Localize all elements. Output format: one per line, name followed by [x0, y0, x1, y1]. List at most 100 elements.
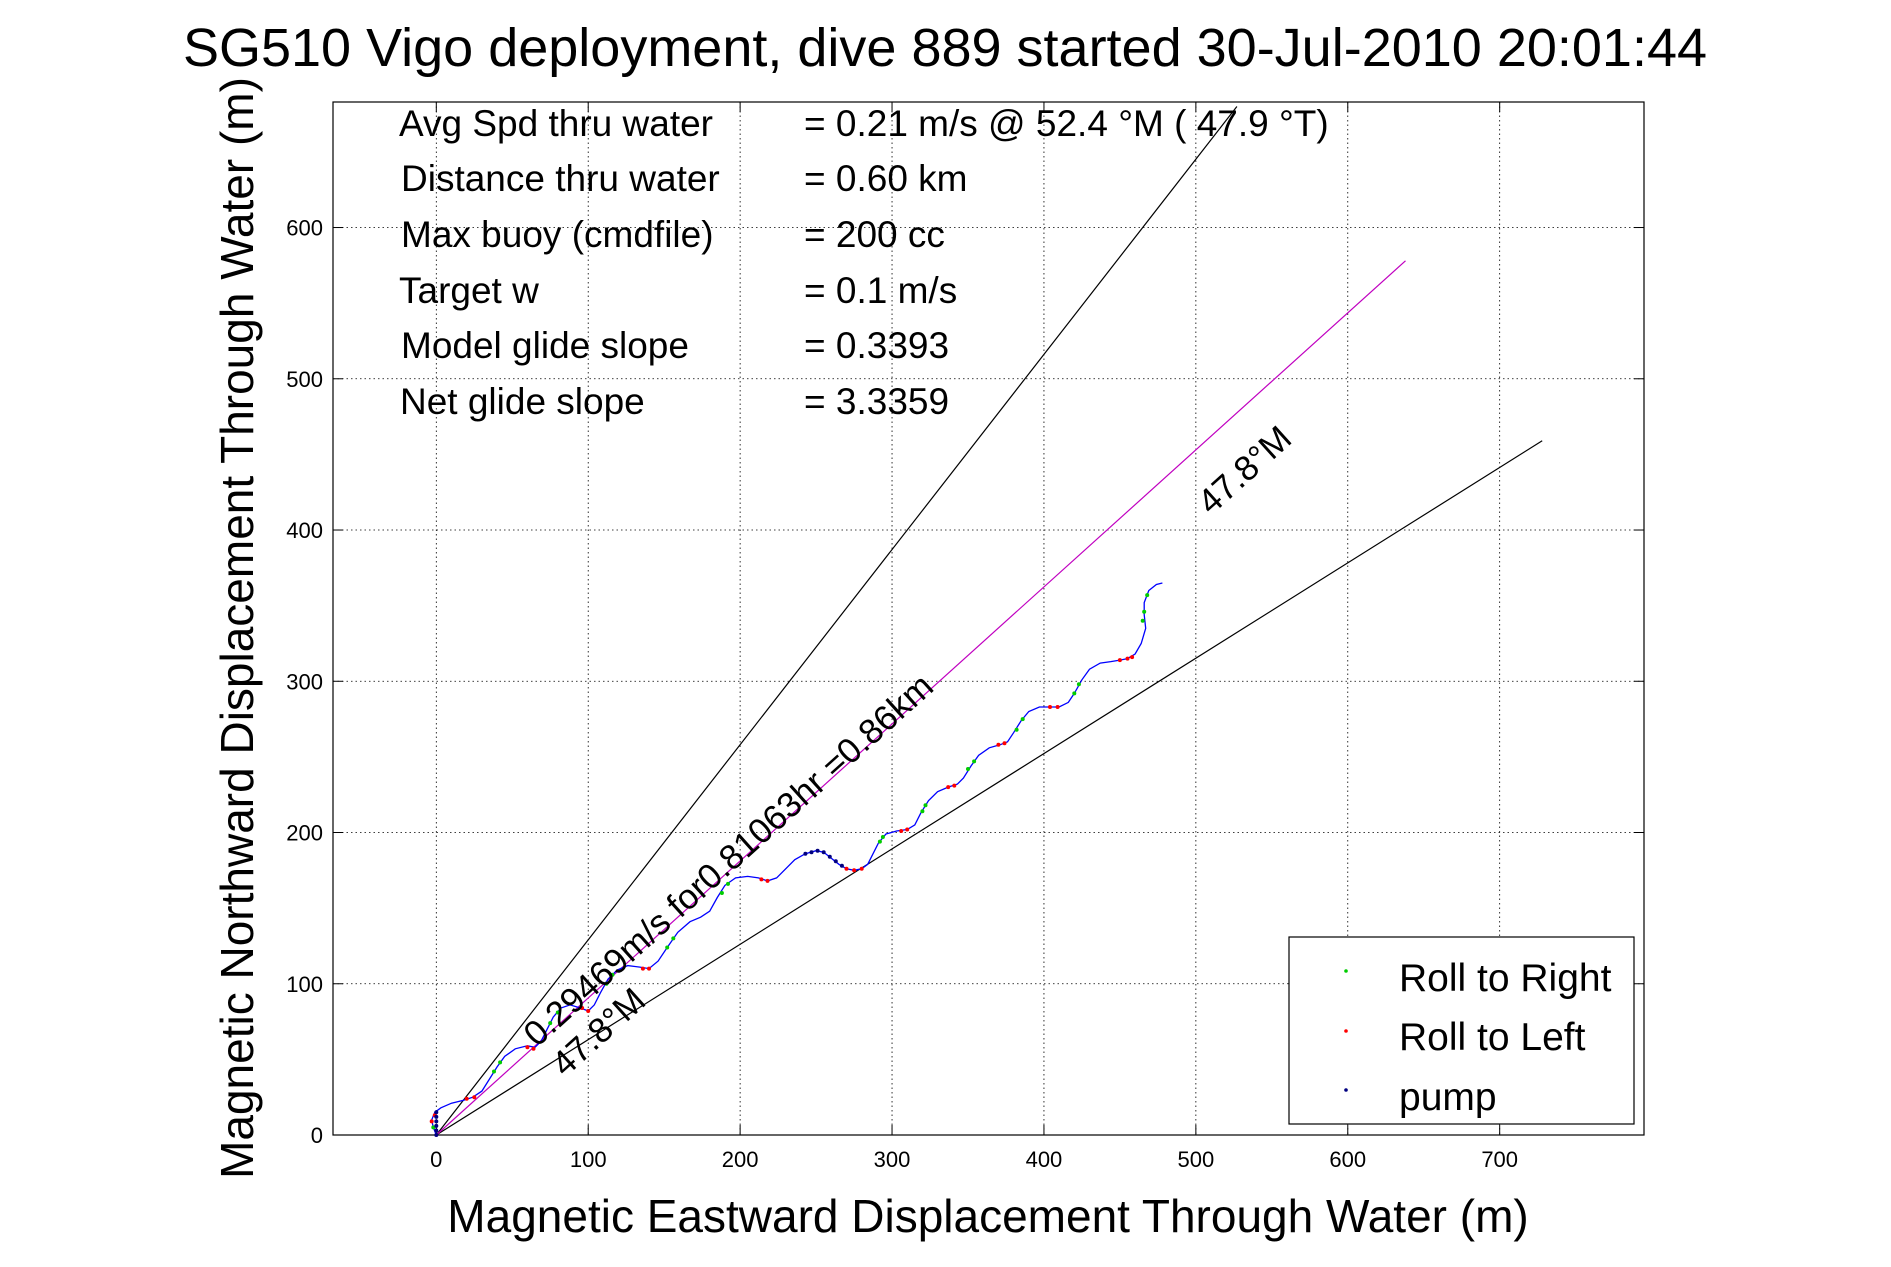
reference-line-heading	[435, 260, 1406, 1136]
y-tick-label: 400	[286, 518, 323, 543]
point-pump	[434, 1114, 439, 1119]
point-roll-to-right	[555, 1010, 560, 1015]
point-roll-to-left	[905, 827, 910, 832]
x-tick-label: 400	[1026, 1147, 1063, 1172]
point-roll-to-left	[464, 1096, 469, 1101]
y-tick-label: 100	[286, 972, 323, 997]
point-roll-to-left	[1002, 741, 1007, 746]
point-pump	[434, 1110, 439, 1115]
point-roll-to-left	[1125, 656, 1130, 661]
point-pump	[434, 1133, 439, 1137]
point-roll-to-right	[1140, 618, 1145, 623]
reference-lines	[435, 106, 1543, 1136]
axis-ticks: 0 100 200 300 400 500 600 700 0 100 200 300 400 500 60…	[286, 102, 1644, 1172]
point-roll-to-left	[946, 785, 951, 790]
y-axis-label: Magnetic Northward Displacement Through …	[211, 77, 263, 1179]
point-roll-to-left	[1130, 655, 1135, 660]
point-roll-to-right	[923, 803, 928, 808]
point-roll-to-right	[1020, 717, 1025, 722]
info-value-avg-speed: = 0.21 m/s @ 52.4 °M ( 47.9 °T)	[804, 103, 1329, 144]
point-roll-to-right	[880, 835, 885, 839]
point-roll-to-left	[1055, 705, 1060, 709]
point-roll-to-right	[1014, 727, 1019, 732]
point-roll-to-left	[531, 1046, 536, 1051]
point-roll-to-right	[1072, 691, 1077, 696]
point-roll-to-left	[1117, 658, 1122, 663]
info-label-net-glide: Net glide slope	[400, 381, 645, 422]
legend: Roll to Right Roll to Left pump	[1288, 936, 1635, 1125]
point-roll-to-right	[966, 767, 970, 771]
point-roll-to-right	[972, 759, 977, 764]
point-roll-to-left	[859, 866, 864, 871]
point-pump	[821, 850, 826, 855]
x-tick-label: 600	[1329, 1147, 1366, 1172]
info-label-target-w: Target w	[399, 270, 539, 311]
point-roll-to-right	[498, 1060, 503, 1065]
point-roll-to-right	[877, 839, 882, 844]
point-roll-to-right	[726, 881, 730, 886]
x-tick-label: 100	[570, 1147, 607, 1172]
point-roll-to-left	[580, 1006, 585, 1010]
point-pump	[827, 854, 832, 859]
point-pump	[803, 851, 808, 856]
info-value-max-buoy: = 200 cc	[804, 214, 945, 255]
point-pump	[809, 850, 814, 855]
point-roll-to-left	[952, 783, 957, 788]
point-roll-to-right	[610, 972, 615, 977]
info-value-net-glide: = 3.3359	[804, 381, 949, 422]
point-roll-to-left	[429, 1119, 434, 1124]
info-value-distance: = 0.60 km	[804, 158, 968, 199]
info-value-target-w: = 0.1 m/s	[804, 270, 957, 311]
y-tick-label: 200	[286, 821, 323, 846]
point-roll-to-left	[759, 877, 764, 882]
point-roll-to-right	[492, 1069, 496, 1074]
point-roll-to-right	[1142, 609, 1147, 614]
point-roll-to-right	[671, 936, 676, 941]
point-roll-to-right	[431, 1125, 436, 1130]
point-roll-to-right	[920, 809, 925, 814]
point-pump	[839, 863, 844, 868]
y-tick-label: 500	[286, 367, 323, 392]
series-layer	[429, 582, 1163, 1137]
point-roll-to-right	[1145, 593, 1150, 598]
point-pump	[434, 1119, 439, 1124]
point-roll-to-left	[586, 1009, 591, 1013]
x-tick-label: 500	[1178, 1147, 1215, 1172]
point-pump	[815, 848, 820, 853]
point-roll-to-right	[548, 1021, 553, 1026]
x-axis-label: Magnetic Eastward Displacement Through W…	[447, 1190, 1528, 1242]
y-tick-label: 300	[286, 669, 323, 694]
legend-marker-roll-right	[1344, 969, 1348, 973]
series-line-track	[431, 582, 1163, 1136]
point-roll-to-left	[472, 1095, 477, 1100]
point-roll-to-left	[996, 742, 1001, 747]
chart-title: SG510 Vigo deployment, dive 889 started …	[183, 18, 1707, 78]
info-label-max-buoy: Max buoy (cmdfile)	[401, 214, 714, 255]
x-tick-label: 0	[430, 1147, 442, 1172]
info-label-distance: Distance thru water	[401, 158, 720, 199]
legend-marker-pump	[1344, 1088, 1348, 1092]
point-roll-to-left	[844, 866, 849, 871]
reference-line-shallow	[435, 440, 1543, 1136]
info-value-model-glide: = 0.3393	[804, 325, 949, 366]
point-pump	[434, 1128, 439, 1133]
y-tick-label: 0	[311, 1123, 323, 1148]
point-roll-to-right	[665, 945, 670, 950]
point-roll-to-left	[640, 966, 645, 971]
point-pump	[833, 859, 838, 864]
x-tick-label: 300	[874, 1147, 911, 1172]
legend-label-pump: pump	[1399, 1076, 1497, 1119]
point-roll-to-right	[1076, 682, 1081, 687]
point-roll-to-left	[899, 829, 904, 833]
point-roll-to-left	[765, 878, 770, 883]
legend-marker-roll-left	[1344, 1029, 1348, 1033]
point-roll-to-left	[852, 868, 857, 873]
point-pump	[434, 1123, 439, 1128]
y-tick-label: 600	[286, 216, 323, 241]
legend-label-roll-right: Roll to Right	[1399, 957, 1612, 1000]
point-roll-to-left	[647, 966, 651, 971]
legend-label-roll-left: Roll to Left	[1399, 1016, 1586, 1059]
info-block: Avg Spd thru water = 0.21 m/s @ 52.4 °M …	[399, 103, 1329, 422]
